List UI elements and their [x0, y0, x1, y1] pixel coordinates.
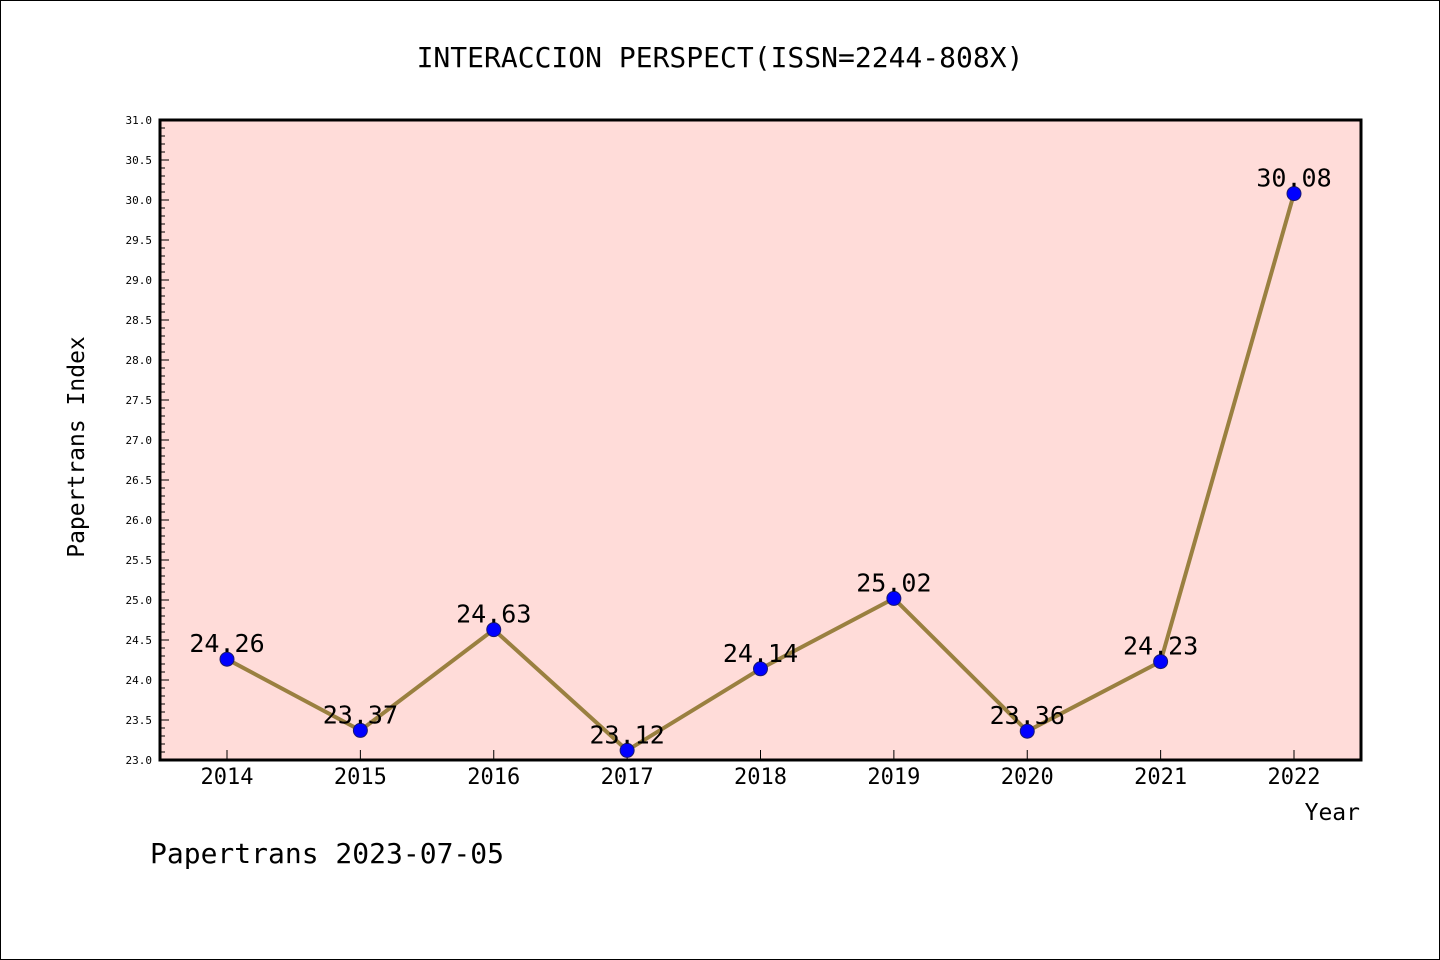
data-point	[1153, 654, 1169, 670]
data-point	[1286, 186, 1302, 202]
data-labels: 24.26 23.37 24.63 23.12 24.14 25.02 23.36 24.23…	[189, 164, 1331, 750]
y-tick-label: 28.0	[126, 354, 153, 367]
x-tick-label: 2021	[1134, 765, 1187, 790]
y-tick-label: 29.5	[126, 234, 153, 247]
y-tick-label: 25.0	[126, 594, 153, 607]
data-point	[219, 651, 235, 667]
data-label: 23.12	[589, 720, 664, 749]
y-tick-label: 24.5	[126, 634, 153, 647]
data-points	[219, 186, 1302, 758]
data-label: 23.37	[323, 700, 398, 729]
y-tick-label: 31.0	[126, 114, 153, 127]
y-tick-label: 28.5	[126, 314, 153, 327]
plot-area	[158, 118, 1363, 762]
footer-credit: Papertrans 2023-07-05	[150, 837, 504, 870]
y-axis-label: Papertrans Index	[64, 336, 90, 558]
x-tick-label: 2015	[334, 765, 387, 790]
x-tick-label: 2017	[601, 765, 654, 790]
y-tick-label: 25.5	[126, 554, 153, 567]
data-point	[753, 661, 768, 677]
data-point	[886, 590, 902, 606]
data-point	[486, 622, 502, 638]
y-axis: 23.0 23.5 24.0 24.5 25.0 25.5 26.0 26.5 27.0 27.5…	[126, 114, 169, 767]
y-tick-label: 30.0	[126, 194, 153, 207]
y-tick-label: 27.5	[126, 394, 153, 407]
y-tick-label: 27.0	[126, 434, 153, 447]
x-axis: 2014 2015 2016 2017 2018 2019 2020 2021 2022	[201, 750, 1321, 790]
y-tick-label: 29.0	[126, 274, 153, 287]
x-tick-label: 2016	[467, 765, 520, 790]
data-point	[619, 742, 635, 758]
x-tick-label: 2022	[1268, 765, 1321, 790]
y-tick-label: 26.5	[126, 474, 153, 487]
chart-title: INTERACCION PERSPECT(ISSN=2244-808X)	[417, 41, 1024, 74]
x-tick-label: 2018	[734, 765, 787, 790]
y-tick-label: 30.5	[126, 154, 153, 167]
data-label: 24.14	[723, 639, 798, 668]
data-label: 25.02	[856, 568, 931, 597]
data-point	[352, 722, 368, 738]
x-tick-label: 2020	[1001, 765, 1054, 790]
data-label: 23.36	[990, 701, 1065, 730]
data-label: 24.23	[1123, 632, 1198, 661]
data-point	[1019, 723, 1035, 739]
y-tick-label: 24.0	[126, 674, 153, 687]
data-label: 24.63	[456, 600, 531, 629]
x-axis-label: Year	[1305, 800, 1360, 826]
x-tick-label: 2019	[867, 765, 920, 790]
x-tick-label: 2014	[201, 765, 254, 790]
y-tick-label: 23.5	[126, 714, 153, 727]
y-tick-label: 23.0	[126, 754, 153, 767]
data-label: 24.26	[189, 629, 264, 658]
y-tick-label: 26.0	[126, 514, 153, 527]
data-label: 30.08	[1256, 164, 1331, 193]
